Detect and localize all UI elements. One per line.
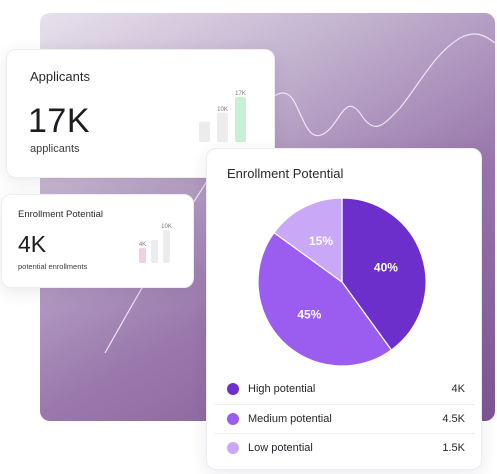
applicants-card: Applicants 17K applicants 10K 17K <box>6 49 275 178</box>
legend-row-medium: Medium potential 4.5K <box>215 403 475 434</box>
enrollment-mini-bar-2 <box>163 230 170 263</box>
enrollment-mini-bar-label-0: 4K <box>139 242 146 248</box>
legend-label-medium: Medium potential <box>248 412 332 425</box>
legend-value-medium: 4.5K <box>442 412 465 425</box>
legend-value-low: 1.5K <box>442 442 465 455</box>
legend-value-high: 4K <box>451 382 465 395</box>
enrollment-small-card: Enrollment Potential 4K potential enroll… <box>1 194 194 288</box>
pie-label-low: 15% <box>309 234 333 248</box>
applicants-mini-bar-1 <box>217 112 228 142</box>
enrollment-small-value: 4K <box>18 231 47 257</box>
applicants-mini-bar-0 <box>199 121 210 142</box>
enrollment-mini-bar-label-2: 10K <box>161 224 172 230</box>
pie-label-high: 40% <box>374 261 398 275</box>
enrollment-potential-title: Enrollment Potential <box>227 166 344 181</box>
applicants-mini-bar-label-1: 10K <box>217 107 228 113</box>
applicants-title: Applicants <box>30 69 90 84</box>
applicants-mini-bar-label-2: 17K <box>235 91 246 97</box>
pie-slice-low <box>273 197 343 284</box>
applicants-value: 17K <box>28 102 90 140</box>
pie-label-medium: 45% <box>297 308 321 322</box>
pie-slice-high <box>341 197 427 351</box>
legend-dot-medium <box>227 412 239 425</box>
legend-label-high: High potential <box>248 382 316 395</box>
legend-row-high: High potential 4K <box>215 374 475 404</box>
legend-dot-high <box>227 382 239 395</box>
enrollment-legend: High potential 4K Medium potential 4.5K … <box>215 374 475 463</box>
enrollment-potential-card: Enrollment Potential 40% 45% 15% High pote… <box>206 148 482 470</box>
enrollment-small-title: Enrollment Potential <box>18 209 104 220</box>
enrollment-mini-chart: 4K 10K <box>139 224 172 263</box>
legend-row-low: Low potential 1.5K <box>215 433 475 463</box>
enrollment-mini-bar-1 <box>151 239 158 263</box>
enrollment-small-subtitle: potential enrollments <box>18 262 88 271</box>
legend-label-low: Low potential <box>248 442 313 455</box>
enrollment-mini-bar-0 <box>139 248 146 263</box>
enrollment-pie-chart: 40% 45% 15% <box>257 197 427 367</box>
applicants-mini-chart: 10K 17K <box>199 91 246 142</box>
legend-dot-low <box>227 442 239 455</box>
applicants-subtitle: applicants <box>30 143 80 155</box>
applicants-mini-bar-2 <box>235 97 246 142</box>
pie-slice-medium <box>257 231 393 367</box>
